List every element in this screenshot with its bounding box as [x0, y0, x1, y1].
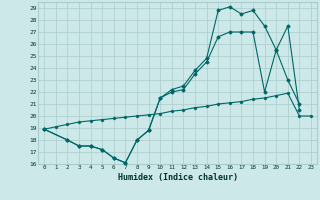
X-axis label: Humidex (Indice chaleur): Humidex (Indice chaleur) [118, 173, 238, 182]
